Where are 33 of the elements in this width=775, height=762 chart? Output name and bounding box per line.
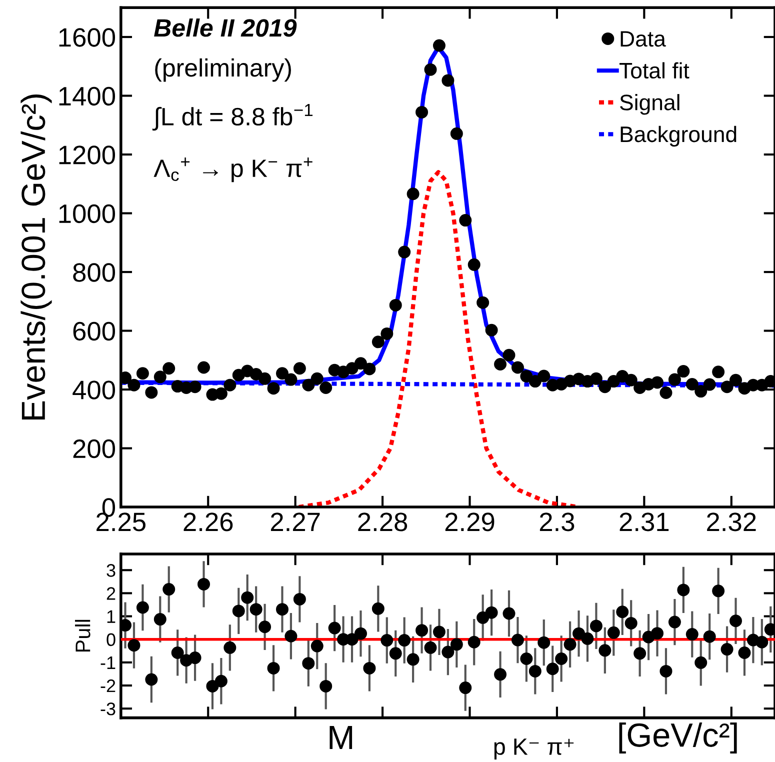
annotation: Belle II 2019 (154, 18, 297, 37)
y-tick-label: 3 (106, 564, 116, 577)
y-tick-label: 1200 (59, 146, 116, 164)
y-tick-label: 600 (73, 322, 116, 341)
y-axis-title: Pull (75, 620, 90, 652)
annotation: ∫L dt = 8.8 fb$^{−1}$ (152, 104, 313, 131)
y-tick-label: 1600 (59, 28, 116, 47)
x-tick-label: 2.28 (358, 512, 408, 532)
x-tick-label: 2.3 (540, 512, 574, 532)
y-tick-label: -2 (100, 679, 116, 692)
y-tick-label: 400 (72, 380, 116, 400)
legend-label: Data (620, 31, 666, 47)
annotation: (preliminary) (155, 58, 291, 82)
y-tick-label: 1000 (59, 204, 116, 224)
legend-label: Signal (620, 94, 680, 115)
x-tick-label: 2.32 (707, 512, 756, 532)
x-tick-label: 2.29 (445, 512, 494, 532)
y-tick-label: -3 (100, 702, 116, 716)
y-tick-label: 800 (73, 263, 116, 282)
y-tick-label: 2 (106, 587, 116, 600)
y-tick-label: -1 (100, 656, 116, 669)
x-tick-label: 2.26 (184, 512, 233, 532)
y-tick-label: 1400 (59, 86, 116, 106)
y-tick-label: 1 (107, 610, 116, 623)
annotation: Λ$_{c}$$^{+}$ → p K$^{−}$ π$^{+}$ (154, 158, 312, 182)
legend-label: Background (620, 126, 736, 147)
x-tick-label: 2.31 (620, 512, 669, 532)
y-tick-label: 200 (73, 439, 116, 458)
text: Mp K⁻ π⁺ [GeV/c²] (330, 722, 737, 760)
legend-label: Total fit (620, 62, 690, 79)
y-axis-title: Events/(0.001 GeV/c²) (20, 94, 52, 420)
x-tick-label: 2.27 (270, 512, 320, 532)
y-tick-label: 0 (106, 633, 116, 646)
